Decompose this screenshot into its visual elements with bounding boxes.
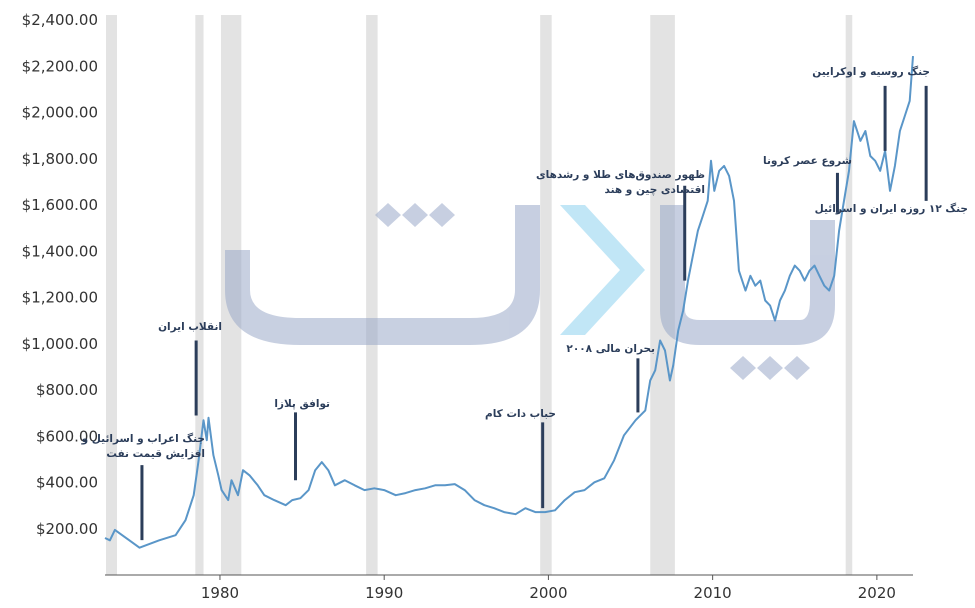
y-tick-label: $2,400.00 [22,11,98,29]
watermark [225,203,835,380]
x-tick-label: 2020 [858,584,896,602]
shaded-range [845,15,853,575]
annotation-label: توافق پلازا [274,398,330,410]
x-tick-label: 2010 [694,584,732,602]
annotation-label: جنگ ۱۲ روزه ایران و اسرائیل [815,202,968,215]
y-tick-label: $2,200.00 [22,57,98,75]
y-tick-label: $1,200.00 [22,289,98,307]
price-line [104,56,914,549]
shaded-range [540,15,552,575]
annotation-label: حباب دات کام [485,408,556,420]
y-tick-label: $2,000.00 [22,104,98,122]
y-tick-label: $1,000.00 [22,335,98,353]
annotation-label: اقتصادی چین و هند [605,184,706,196]
y-tick-label: $200.00 [36,520,98,538]
x-tick-label: 1990 [365,584,403,602]
y-tick-label: $1,600.00 [22,196,98,214]
y-tick-label: $400.00 [36,474,98,492]
annotation-label: بحران مالی ۲۰۰۸ [566,343,655,355]
shaded-range [105,15,117,575]
shaded-range [366,15,378,575]
x-tick-label: 1980 [201,584,239,602]
y-tick-label: $1,400.00 [22,242,98,260]
annotation-label: جنگ اعراب و اسرائیل و [81,432,205,445]
x-tick-label: 2000 [529,584,567,602]
y-tick-label: $1,800.00 [22,150,98,168]
shaded-range [195,15,204,575]
annotation-label: افزایش قیمت نفت [106,448,205,460]
y-tick-label: $800.00 [36,381,98,399]
annotation-label: ظهور صندوق‌های طلا و رشدهای [536,169,705,181]
annotation-label: جنگ روسیه و اوکرایین [812,65,930,78]
annotation-label: انقلاب ایران [158,321,222,333]
y-tick-label: $600.00 [36,427,98,445]
annotation-label: شروع عصر کرونا [763,155,852,167]
